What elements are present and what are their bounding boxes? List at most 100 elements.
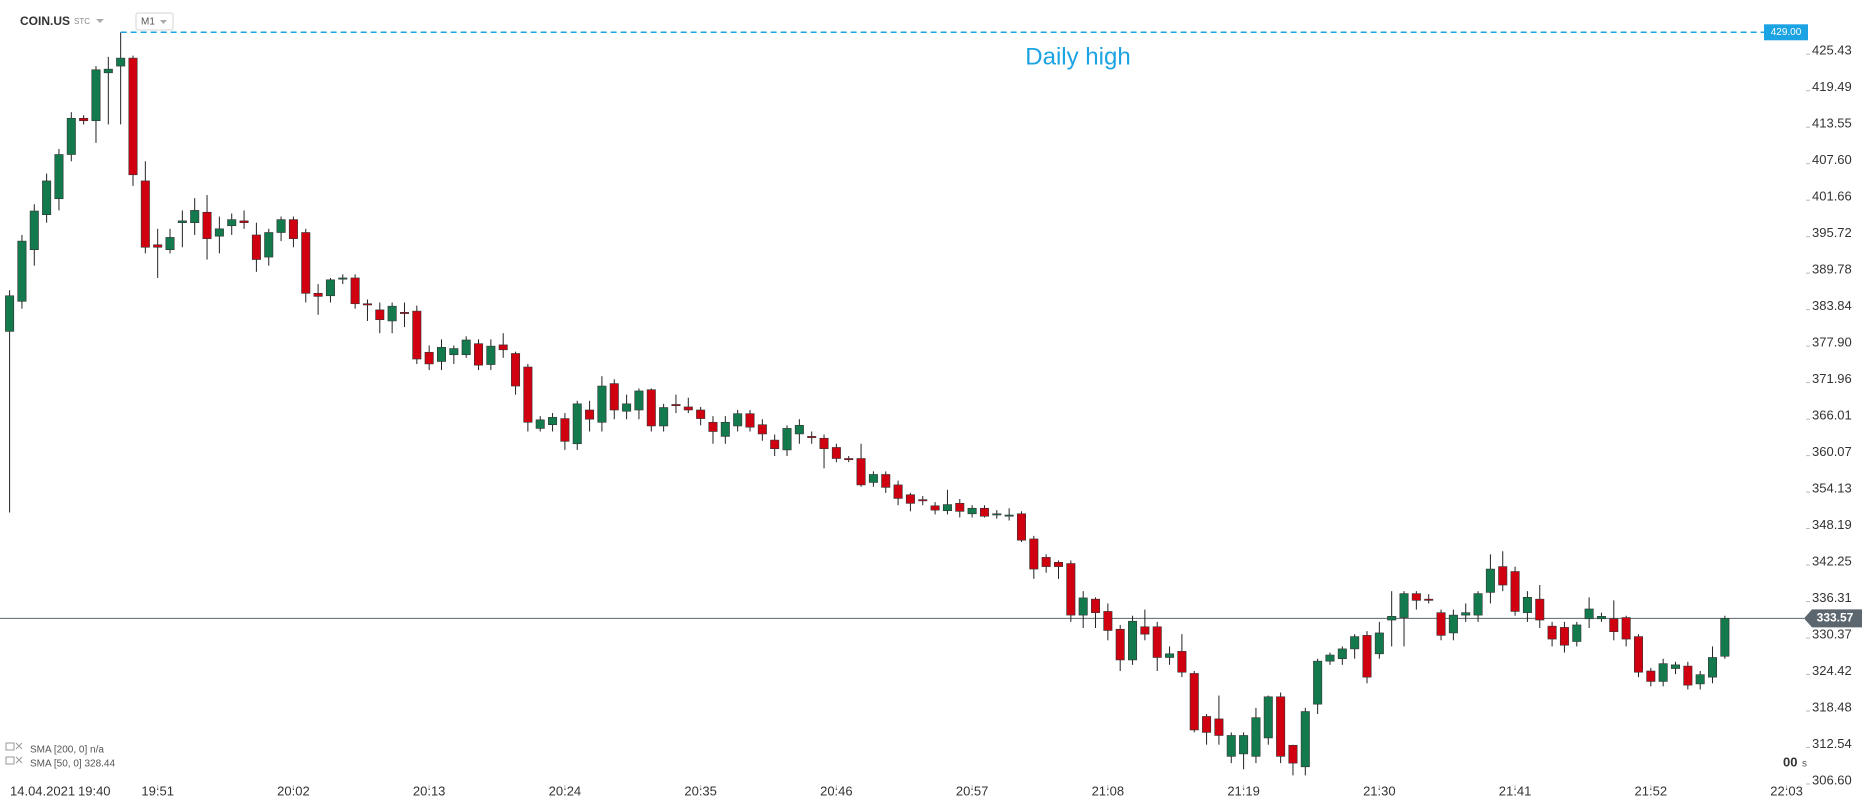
candle-body — [1263, 696, 1273, 739]
x-tick-label: 20:57 — [956, 783, 989, 798]
plot-area: 425.43 419.49 413.55 407.60 401.66 395.72 389.… — [0, 24, 1862, 798]
y-tick-label: 336.31 — [1812, 590, 1852, 605]
candle-body — [1424, 598, 1434, 601]
candle-body — [1288, 745, 1298, 764]
candle-body — [819, 437, 829, 449]
candle-body — [733, 413, 743, 427]
candle-body — [227, 219, 237, 227]
y-tick-label: 401.66 — [1812, 189, 1852, 204]
candle-body — [696, 409, 706, 419]
candle-body — [42, 180, 52, 216]
candle-body — [424, 351, 434, 365]
y-tick-label: 407.60 — [1812, 152, 1852, 167]
candle-body — [1165, 653, 1175, 658]
candle-body — [251, 234, 261, 260]
candle-body — [807, 436, 817, 438]
y-tick-label: 395.72 — [1812, 225, 1852, 240]
x-tick-label: 20:13 — [413, 783, 446, 798]
y-tick-label: 324.42 — [1812, 663, 1852, 678]
candle-body — [1103, 611, 1113, 631]
candle-body — [979, 507, 989, 517]
candle-body — [671, 404, 681, 406]
indicator-remove[interactable] — [15, 742, 23, 750]
candle-body — [498, 344, 508, 351]
candle-body — [1337, 648, 1347, 660]
y-tick-label: 389.78 — [1812, 262, 1852, 277]
candle-body — [399, 312, 409, 314]
y-tick-label: 371.96 — [1812, 371, 1852, 386]
candle-body — [350, 277, 360, 305]
candle-body — [646, 389, 656, 427]
candle-body — [893, 484, 903, 499]
candle-body — [1091, 598, 1101, 613]
candle-body — [844, 458, 854, 461]
last-price-label: 333.57 — [1817, 611, 1854, 625]
candle-body — [1671, 664, 1681, 669]
y-tick-label: 425.43 — [1812, 43, 1852, 58]
candle-body — [17, 240, 27, 302]
candle-body — [1226, 735, 1236, 757]
candle-body — [1399, 593, 1409, 618]
candle-body — [1202, 716, 1212, 733]
x-tick-label: 21:52 — [1635, 783, 1668, 798]
candle-body — [1300, 711, 1310, 768]
y-tick-label: 312.54 — [1812, 736, 1852, 751]
indicator-icon[interactable] — [5, 742, 15, 751]
candle-body — [511, 353, 521, 387]
candle-body — [5, 295, 15, 332]
x-tick-label: 20:24 — [549, 783, 582, 798]
candle-body — [1239, 735, 1249, 755]
timeframe-box[interactable] — [135, 12, 174, 31]
candle-body — [992, 513, 1002, 516]
candle-body — [782, 428, 792, 451]
y-tick-label: 330.37 — [1812, 626, 1852, 641]
source: STC — [74, 17, 90, 26]
source-dropdown[interactable] — [96, 19, 104, 23]
candle-body — [1374, 632, 1384, 655]
candle-body — [942, 504, 952, 512]
candle-body — [1683, 665, 1693, 686]
y-tick-label: 354.13 — [1812, 481, 1852, 496]
y-tick-label: 306.60 — [1812, 772, 1852, 787]
candle-body — [708, 421, 718, 432]
symbol[interactable]: COIN.US — [20, 14, 70, 28]
candle-body — [1658, 663, 1668, 682]
timeframe[interactable]: M1 — [141, 17, 155, 28]
candle-body — [597, 385, 607, 423]
indicator-icon[interactable] — [5, 756, 15, 765]
timeframe-dropdown[interactable] — [160, 20, 167, 24]
daily-high-annotation: Daily high — [1025, 43, 1130, 70]
candle-body — [1214, 718, 1224, 736]
candle-body — [1140, 626, 1150, 635]
candle-body — [1029, 538, 1039, 570]
candle-body — [486, 345, 496, 365]
candle-body — [1276, 696, 1286, 757]
candle-body — [609, 383, 619, 411]
candle-body — [1189, 673, 1199, 731]
candle-body — [955, 503, 965, 512]
candle-body — [634, 390, 644, 411]
candle-body — [1510, 571, 1520, 612]
candle-body — [1016, 513, 1026, 541]
candle-body — [214, 228, 224, 237]
candle-body — [1473, 593, 1483, 616]
candle-body — [362, 303, 372, 306]
y-tick-label: 342.25 — [1812, 553, 1852, 568]
candle-body — [190, 210, 200, 223]
candle-body — [930, 505, 940, 511]
candle-body — [1054, 561, 1064, 567]
countdown: 00 — [1783, 754, 1797, 769]
indicator-remove[interactable] — [15, 756, 23, 764]
candle-body — [1522, 597, 1532, 613]
candle-body — [1362, 635, 1372, 678]
candle-body — [338, 277, 348, 280]
candle-body — [288, 219, 298, 239]
x-tick-label: 20:46 — [820, 783, 853, 798]
candle-body — [560, 418, 570, 442]
candle-body — [918, 499, 928, 502]
candle-body — [1621, 617, 1631, 640]
candle-body — [264, 232, 274, 258]
candle-body — [1436, 612, 1446, 636]
candle-body — [856, 458, 866, 486]
